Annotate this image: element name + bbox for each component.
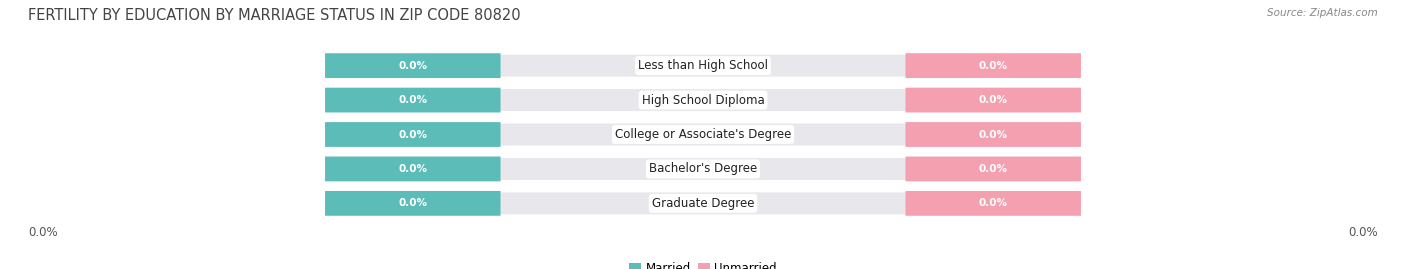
FancyBboxPatch shape: [325, 88, 501, 112]
FancyBboxPatch shape: [325, 157, 501, 181]
Text: Bachelor's Degree: Bachelor's Degree: [650, 162, 756, 175]
FancyBboxPatch shape: [905, 88, 1081, 112]
Text: 0.0%: 0.0%: [398, 129, 427, 140]
Text: 0.0%: 0.0%: [979, 164, 1008, 174]
FancyBboxPatch shape: [325, 122, 1081, 147]
Text: FERTILITY BY EDUCATION BY MARRIAGE STATUS IN ZIP CODE 80820: FERTILITY BY EDUCATION BY MARRIAGE STATU…: [28, 8, 520, 23]
Text: 0.0%: 0.0%: [979, 129, 1008, 140]
FancyBboxPatch shape: [325, 122, 501, 147]
Text: High School Diploma: High School Diploma: [641, 94, 765, 107]
Text: 0.0%: 0.0%: [979, 95, 1008, 105]
FancyBboxPatch shape: [905, 122, 1081, 147]
Text: 0.0%: 0.0%: [398, 95, 427, 105]
Text: 0.0%: 0.0%: [398, 61, 427, 71]
Text: Graduate Degree: Graduate Degree: [652, 197, 754, 210]
Text: 0.0%: 0.0%: [1348, 226, 1378, 239]
FancyBboxPatch shape: [325, 88, 1081, 112]
Text: College or Associate's Degree: College or Associate's Degree: [614, 128, 792, 141]
Text: 0.0%: 0.0%: [979, 61, 1008, 71]
Text: 0.0%: 0.0%: [979, 198, 1008, 208]
FancyBboxPatch shape: [325, 53, 501, 78]
Text: Source: ZipAtlas.com: Source: ZipAtlas.com: [1267, 8, 1378, 18]
Legend: Married, Unmarried: Married, Unmarried: [624, 258, 782, 269]
FancyBboxPatch shape: [325, 191, 501, 216]
Text: 0.0%: 0.0%: [398, 198, 427, 208]
FancyBboxPatch shape: [905, 157, 1081, 181]
Text: 0.0%: 0.0%: [28, 226, 58, 239]
FancyBboxPatch shape: [905, 53, 1081, 78]
FancyBboxPatch shape: [325, 191, 1081, 216]
FancyBboxPatch shape: [905, 191, 1081, 216]
FancyBboxPatch shape: [325, 53, 1081, 78]
Text: 0.0%: 0.0%: [398, 164, 427, 174]
FancyBboxPatch shape: [325, 157, 1081, 181]
Text: Less than High School: Less than High School: [638, 59, 768, 72]
